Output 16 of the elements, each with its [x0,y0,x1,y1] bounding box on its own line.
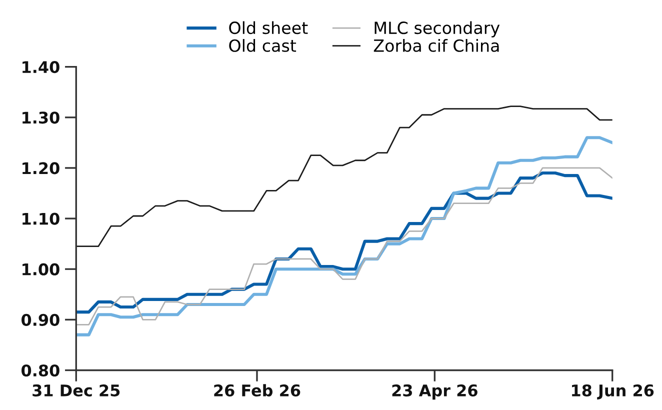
y-tick-label: 1.00 [22,263,60,276]
y-tick-label: 1.40 [22,61,60,74]
x-tick-label: 31 Dec 25 [32,384,120,396]
legend-label: Old sheet [229,21,308,34]
legend-label: Old cast [229,39,296,52]
x-tick-label: 18 Jun 26 [572,384,654,400]
x-tick-label: 23 Apr 26 [392,384,478,400]
y-tick-label: 0.80 [22,364,60,377]
y-tick-label: 1.10 [22,212,60,225]
x-tick-label: 26 Feb 26 [214,384,300,396]
legend-label: Zorba cif China [374,39,499,52]
y-tick-label: 1.30 [22,112,60,124]
y-tick-label: 0.90 [22,314,60,326]
legend-label: MLC secondary [374,21,500,38]
line-series [76,106,612,248]
y-tick-label: 1.20 [22,162,60,174]
